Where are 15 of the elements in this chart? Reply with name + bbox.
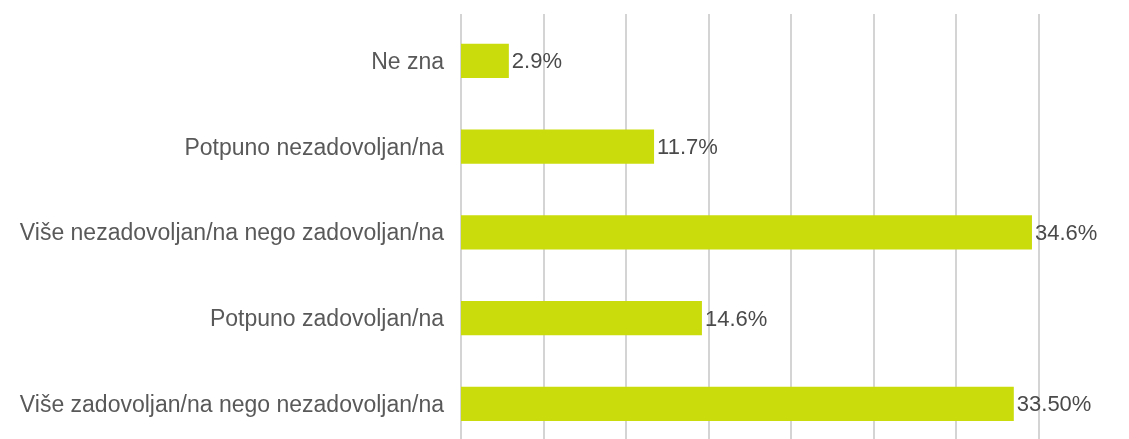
bar: [461, 129, 655, 164]
data-label: 34.6%: [1034, 219, 1098, 245]
bar: [461, 300, 702, 336]
y-tick-label: Potpuno nezadovoljan/na: [184, 133, 445, 160]
y-tick-label: Potpuno zadovoljan/na: [209, 305, 445, 332]
y-tick-label: Više nezadovoljan/na nego zadovoljan/na: [19, 219, 445, 246]
data-label: 11.7%: [657, 134, 718, 160]
y-tick-label: Više zadovoljan/na nego nezadovoljan/na: [19, 390, 445, 417]
data-label: 14.6%: [704, 305, 768, 331]
data-label: 2.9%: [511, 48, 563, 74]
bar: [461, 386, 1014, 421]
data-label: 33.50%: [1016, 391, 1092, 417]
y-tick-label: Ne zna: [371, 47, 445, 74]
bar: [461, 215, 1032, 250]
bar: [461, 43, 509, 79]
